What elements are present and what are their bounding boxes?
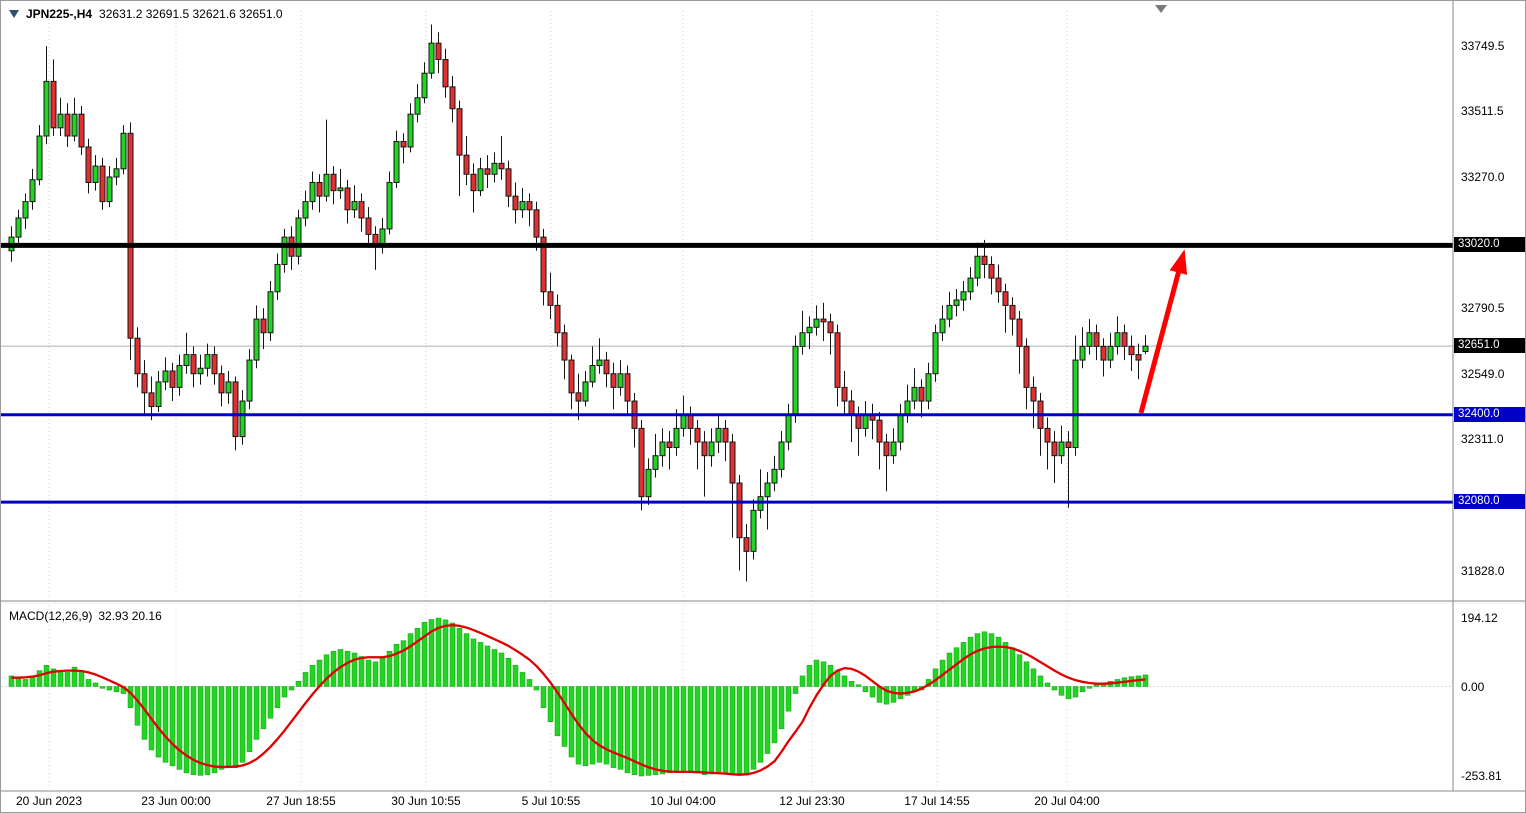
price-tick: 33511.5: [1461, 104, 1504, 119]
trend-arrow[interactable]: [1138, 258, 1185, 414]
macd-tick: 0.00: [1461, 679, 1485, 694]
chart-title: JPN225-,H4 32631.2 32691.5 32621.6 32651…: [9, 7, 283, 21]
price-tick: 32311.0: [1461, 432, 1504, 447]
price-badge-33020.0: 33020.0: [1454, 237, 1525, 253]
time-label: 27 Jun 18:55: [266, 794, 336, 808]
time-label: 30 Jun 10:55: [391, 794, 461, 808]
macd-tick: -253.81: [1461, 769, 1502, 784]
time-axis[interactable]: 20 Jun 2023 23 Jun 00:00 27 Jun 18:55 30 Ju…: [1, 792, 1453, 812]
price-tick: 32549.0: [1461, 367, 1505, 381]
time-label: 10 Jul 04:00: [650, 794, 716, 808]
macd-signal-line: [11, 623, 1146, 776]
chart-shift-marker[interactable]: [1155, 5, 1167, 13]
time-label: 12 Jul 23:30: [779, 794, 845, 808]
ohlc-values: 32631.2 32691.5 32621.6 32651.0: [99, 7, 283, 21]
price-badge-32080.0: 32080.0: [1454, 494, 1525, 510]
macd-name: MACD(12,26,9): [9, 609, 93, 623]
macd-label: MACD(12,26,9) 32.93 20.16: [9, 609, 168, 623]
symbol-timeframe: JPN225-,H4: [26, 7, 93, 21]
price-badge-32651.0: 32651.0: [1454, 338, 1525, 354]
macd-tick: 194.12: [1461, 611, 1498, 626]
time-label: 23 Jun 00:00: [141, 794, 211, 808]
time-label: 17 Jul 14:55: [904, 794, 970, 808]
time-label: 20 Jun 2023: [15, 794, 83, 808]
time-label: 20 Jul 04:00: [1034, 794, 1100, 808]
price-axis[interactable]: 33749.5 33511.5 33270.0 32790.5 32549.0 32311…: [1453, 1, 1525, 791]
price-tick: 31828.0: [1461, 564, 1505, 578]
price-tick: 32790.5: [1461, 301, 1505, 316]
price-tick: 33270.0: [1461, 170, 1505, 184]
trend-arrow-head: [1169, 249, 1188, 275]
price-tick: 33749.5: [1461, 39, 1505, 53]
macd-histogram: [8, 617, 1149, 777]
time-label: 5 Jul 10:55: [521, 794, 581, 808]
symbol-icon: [9, 10, 19, 18]
price-badge-32400.0: 32400.0: [1454, 406, 1525, 422]
macd-values: 32.93 20.16: [98, 609, 162, 623]
candles: [8, 24, 1149, 582]
